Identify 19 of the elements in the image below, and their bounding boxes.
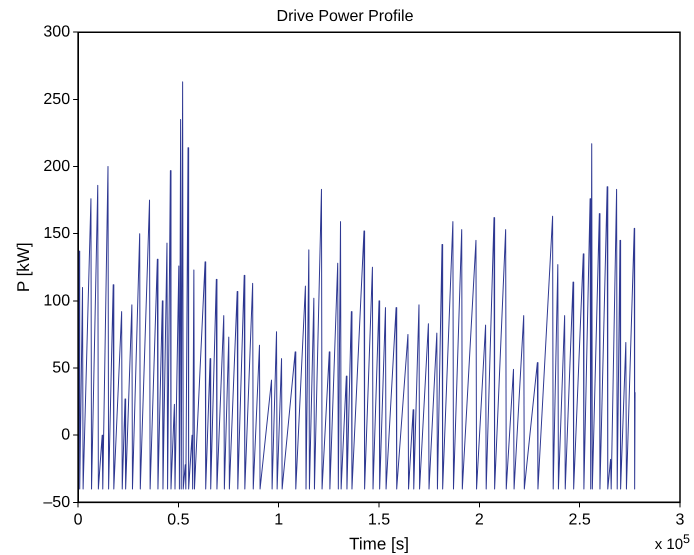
x-tick-label: 2 [474,511,484,528]
x-tick-label: 3 [676,511,685,528]
text: x 10$^{5}$ [654,532,690,553]
y-axis-title: P [kW] [14,242,33,292]
y-tick-label: 200 [43,158,70,175]
x-tick-label: 0.5 [167,511,190,528]
x-tick-label: 0 [74,511,83,528]
y-tick-label: –50 [43,494,70,511]
y-tick-label: 300 [43,24,70,41]
chart-title: Drive Power Profile [276,8,414,26]
y-tick-label: 150 [43,225,70,242]
y-tick-label: 50 [52,359,70,376]
x-axis-title: Time [s] [349,534,409,554]
x-tick-label: 1 [274,511,284,528]
y-tick-label: 250 [43,90,70,108]
x-tick-label: 2.5 [568,511,591,528]
x-tick-label: 1.5 [368,511,390,528]
y-tick-label: 0 [61,426,70,444]
y-tick-label: 100 [43,292,70,310]
